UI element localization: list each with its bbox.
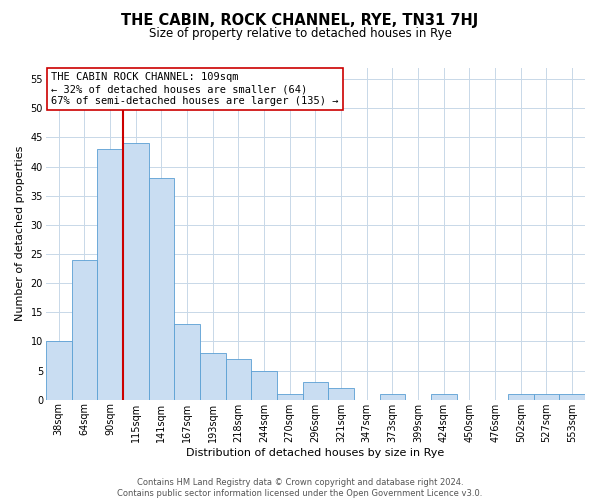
Y-axis label: Number of detached properties: Number of detached properties [15,146,25,322]
Bar [559,394,585,400]
Bar [123,144,149,400]
Bar [328,388,354,400]
Bar [508,394,533,400]
Bar [200,353,226,400]
Bar [174,324,200,400]
Bar [277,394,302,400]
X-axis label: Distribution of detached houses by size in Rye: Distribution of detached houses by size … [186,448,445,458]
Text: Contains HM Land Registry data © Crown copyright and database right 2024.
Contai: Contains HM Land Registry data © Crown c… [118,478,482,498]
Bar [71,260,97,400]
Bar [302,382,328,400]
Bar [97,149,123,400]
Bar [251,370,277,400]
Bar [533,394,559,400]
Bar [431,394,457,400]
Bar [46,342,71,400]
Bar [149,178,174,400]
Text: THE CABIN, ROCK CHANNEL, RYE, TN31 7HJ: THE CABIN, ROCK CHANNEL, RYE, TN31 7HJ [121,12,479,28]
Text: Size of property relative to detached houses in Rye: Size of property relative to detached ho… [149,28,451,40]
Text: THE CABIN ROCK CHANNEL: 109sqm
← 32% of detached houses are smaller (64)
67% of : THE CABIN ROCK CHANNEL: 109sqm ← 32% of … [51,72,339,106]
Bar [380,394,405,400]
Bar [226,359,251,400]
